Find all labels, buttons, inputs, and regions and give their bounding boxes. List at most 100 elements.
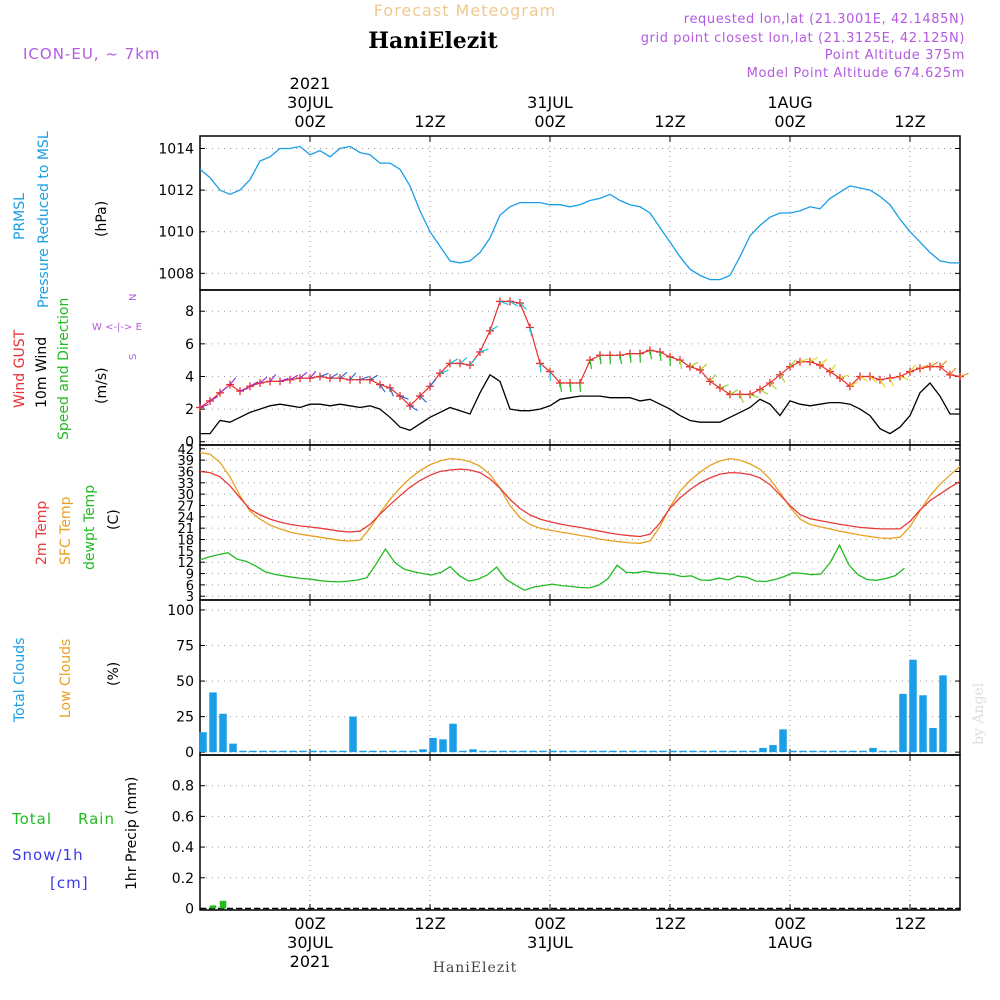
time-tick-label: 00Z <box>294 112 325 131</box>
panel-frame <box>199 289 961 446</box>
gust-marker <box>356 375 364 384</box>
total-clouds-label: Total Clouds <box>12 638 28 723</box>
cloud-bar <box>699 750 707 753</box>
cloud-bar <box>639 750 647 753</box>
time-tick-label: 00Z <box>294 914 325 933</box>
y-tick-label: 0 <box>185 745 194 761</box>
low-clouds-label: Low Clouds <box>58 639 74 718</box>
cloud-bar <box>569 750 577 753</box>
wind-direction-arrow <box>279 377 289 382</box>
cloud-bar <box>519 750 527 753</box>
cloud-bar <box>659 750 667 753</box>
wind-direction-arrow <box>739 394 744 403</box>
cloud-bar <box>839 750 847 753</box>
sfctemp-label: SFC Temp <box>58 496 74 565</box>
y-tick-label: 6 <box>186 579 194 594</box>
time-tick-label: 31JUL <box>527 93 573 112</box>
y-tick-label: 25 <box>176 710 194 726</box>
wind-direction-arrow <box>689 361 699 368</box>
cloud-bar <box>559 750 567 753</box>
panel-frame <box>199 599 961 756</box>
wind-direction-arrow <box>799 358 809 363</box>
time-tick-label: 31JUL <box>527 933 573 952</box>
gust-marker <box>956 372 964 381</box>
cloud-bar <box>779 729 787 753</box>
wind-direction-arrow <box>819 358 828 366</box>
wind-direction-arrow <box>559 382 563 392</box>
wind-direction-arrow <box>569 382 572 393</box>
requested-coords: requested lon,lat (21.3001E, 42.1485N) <box>684 12 965 27</box>
wind-direction-arrow <box>499 300 509 306</box>
wind-direction-arrow <box>709 374 717 382</box>
cloud-bar <box>799 750 807 753</box>
gust-marker <box>506 297 514 306</box>
wind-direction-arrow <box>199 403 209 409</box>
cloud-bar <box>499 750 507 753</box>
gust-marker <box>746 390 754 399</box>
credit: by Angel <box>971 682 987 745</box>
cloud-bar <box>479 750 487 753</box>
time-tick-label: 12Z <box>654 914 685 933</box>
wind-direction-arrow <box>629 353 632 363</box>
cloud-bar <box>339 750 347 753</box>
compass-north: N <box>128 294 139 301</box>
wind-direction-arrow <box>239 387 249 392</box>
wind-direction-arrow <box>659 351 662 362</box>
y-tick-label: 9 <box>186 568 194 583</box>
y-tick-label: 0.4 <box>172 840 194 856</box>
wind-direction-arrow <box>759 389 768 395</box>
wind-direction-arrow <box>259 376 268 384</box>
gust-marker <box>496 297 504 306</box>
panel-frame <box>199 754 961 911</box>
time-tick-label: 12Z <box>414 914 445 933</box>
clouds-panel: 0 25 50 75 100 <box>167 599 961 761</box>
wind-direction-arrow <box>469 357 477 366</box>
cloud-bar <box>679 750 687 753</box>
cloud-bar <box>299 750 307 753</box>
wind-direction-arrow <box>509 300 518 307</box>
gust-marker <box>196 403 204 412</box>
time-tick-label: 00Z <box>774 112 805 131</box>
y-tick-label: 1012 <box>158 183 194 199</box>
y-tick-label: 8 <box>185 304 194 320</box>
cloud-bar <box>909 659 917 753</box>
snow-label: Snow/1h <box>12 846 84 864</box>
y-tick-label: 36 <box>177 465 194 480</box>
cloud-bar <box>359 750 367 753</box>
y-tick-label: 3 <box>186 590 194 605</box>
cloud-bar <box>489 750 497 753</box>
y-tick-label: 50 <box>176 674 194 690</box>
cloud-bar <box>649 750 657 753</box>
wind10m-line <box>200 373 960 435</box>
y-tick-label: 0.2 <box>172 871 194 887</box>
total-label: Total <box>11 810 52 828</box>
rain-bar <box>209 905 217 909</box>
cloud-bar <box>739 750 747 753</box>
wind-direction-arrow <box>729 389 739 395</box>
cloud-bar <box>439 739 447 753</box>
cloud-bar <box>709 750 717 753</box>
cloud-bar <box>219 713 227 753</box>
wind-direction-arrow <box>899 375 909 381</box>
gust-marker <box>316 372 324 381</box>
gust-marker <box>226 380 234 389</box>
temp2m-line <box>199 468 961 538</box>
y-tick-label: 0.8 <box>172 779 194 795</box>
y-tick-label: 21 <box>177 522 194 537</box>
cloud-bar <box>449 723 457 753</box>
wind-direction-arrow <box>519 302 527 310</box>
rain-bar <box>219 900 227 909</box>
wind-direction-arrow <box>769 382 777 390</box>
cloud-bar <box>789 750 797 753</box>
wind-direction-arrow <box>319 372 329 378</box>
pressure-label-1: PRMSL <box>12 193 28 240</box>
gust-marker <box>886 374 894 383</box>
model-name: ICON-EU, ~ 7km <box>23 45 161 63</box>
gust-marker <box>466 361 474 370</box>
cloud-bar <box>689 750 697 753</box>
y-tick-label: 39 <box>177 454 194 469</box>
wind-direction-arrow <box>329 373 339 379</box>
